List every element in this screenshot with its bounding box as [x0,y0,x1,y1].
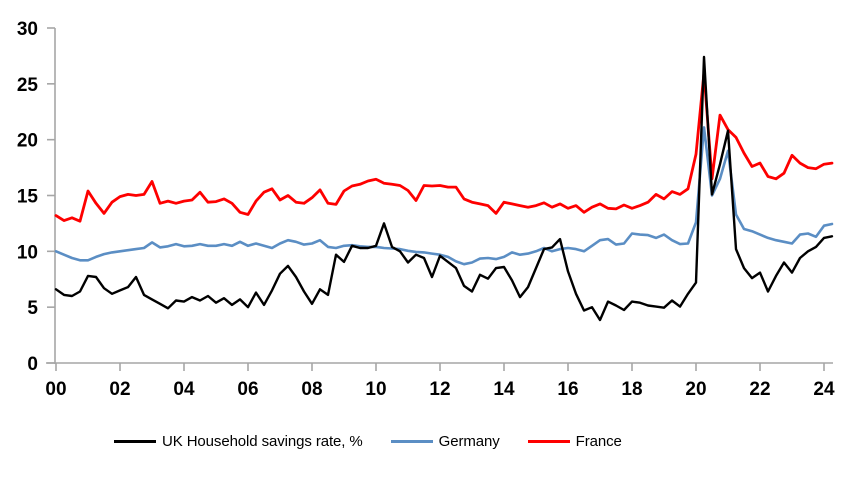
legend: UK Household savings rate, % Germany Fra… [114,429,622,453]
y-tick-label: 0 [27,354,38,375]
x-tick-label: 24 [813,379,835,400]
y-tick-label: 15 [17,187,39,208]
series-group [54,55,834,322]
x-tick-label: 20 [685,379,706,400]
x-tick-label: 12 [429,379,450,400]
axes-group: 0 5 10 15 20 25 30 00 02 04 06 08 10 12 14 16 18 20 22 24 [17,19,835,400]
x-tick-label: 08 [301,379,322,400]
y-tick-label: 30 [17,19,38,40]
germany-line-swatch [390,439,433,443]
x-tick-label: 02 [109,379,130,400]
x-tick-label: 14 [493,379,515,400]
series-line-france [54,71,834,223]
legend-label-france: France [575,432,622,450]
uk-line-swatch [114,439,156,443]
y-tick-label: 20 [17,131,38,152]
x-tick-label: 06 [237,379,258,400]
france-line-swatch [527,439,570,443]
series-line-germany [54,126,834,266]
x-tick-label: 04 [173,379,195,400]
legend-label-uk: UK Household savings rate, % [162,432,363,450]
series-line-uk-household-savings-rate [54,55,834,322]
y-tick-label: 25 [17,75,39,96]
x-tick-label: 10 [365,379,386,400]
legend-item-germany: Germany [390,432,500,450]
x-tick-label: 22 [749,379,770,400]
x-tick-label: 16 [557,379,578,400]
x-tick-label: 18 [621,379,642,400]
y-tick-label: 10 [17,242,38,263]
x-tick-label: 00 [45,379,66,400]
legend-label-germany: Germany [438,432,500,450]
legend-item-france: France [527,432,622,450]
y-tick-label: 5 [27,298,38,319]
legend-item-uk: UK Household savings rate, % [114,433,363,450]
